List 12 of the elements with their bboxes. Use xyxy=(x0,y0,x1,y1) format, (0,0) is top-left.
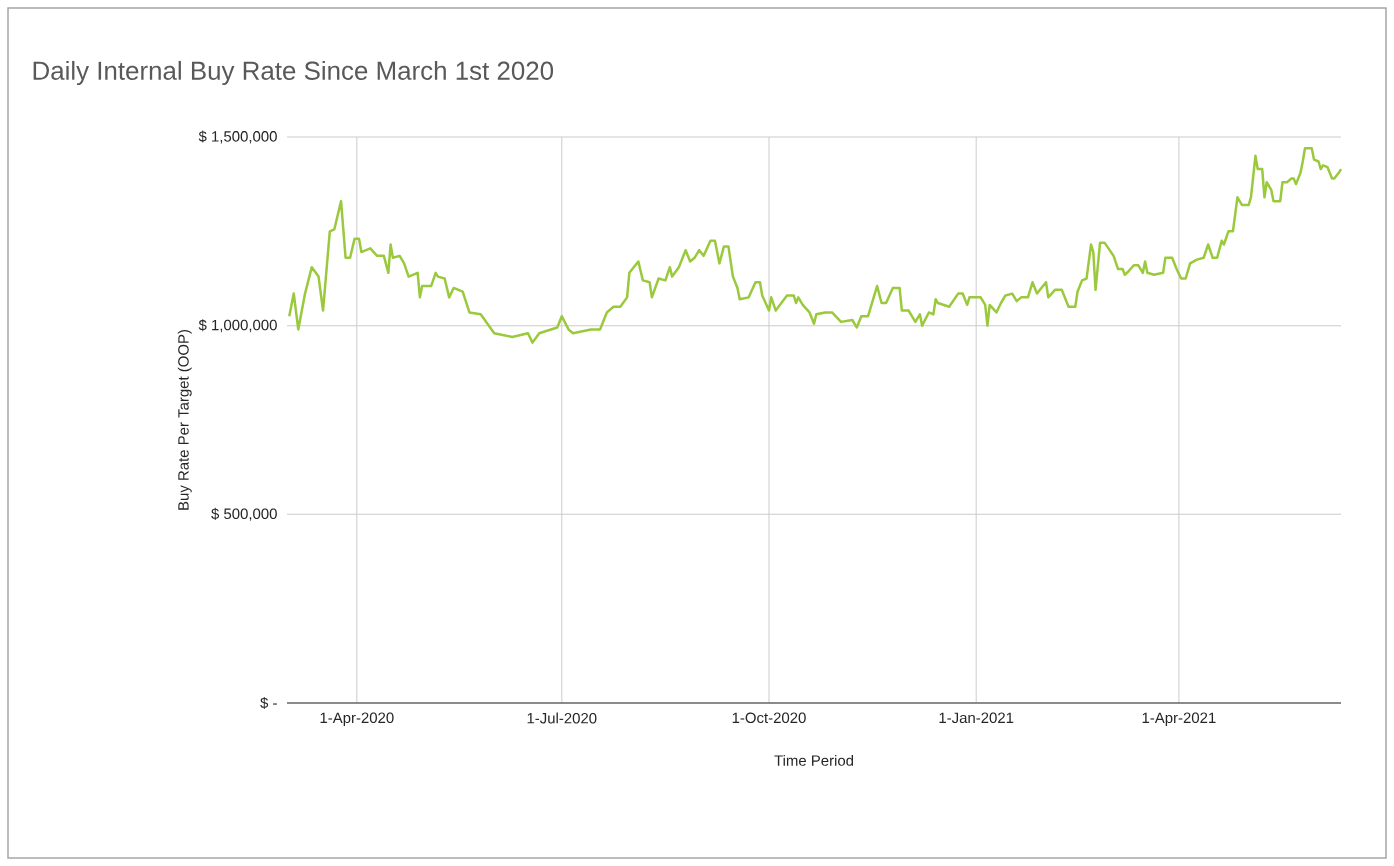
y-tick-label: $ 500,000 xyxy=(211,507,277,521)
y-tick-label: $ 1,500,000 xyxy=(198,130,277,144)
x-tick-label: 1-Jan-2021 xyxy=(939,712,1014,724)
x-tick-label: 1-Apr-2021 xyxy=(1142,712,1216,727)
x-tick-label: 1-Apr-2020 xyxy=(320,712,394,727)
y-tick-label: $ 1,000,000 xyxy=(198,319,277,333)
y-axis-title: Buy Rate Per Target (OOP) xyxy=(177,329,192,510)
x-tick-label: 1-Oct-2020 xyxy=(732,712,806,724)
y-tick-label: $ - xyxy=(260,696,277,710)
x-tick-label: 1-Jul-2020 xyxy=(527,712,597,724)
chart-title: Daily Internal Buy Rate Since March 1st 2020 xyxy=(33,60,554,86)
x-axis-title: Time Period xyxy=(774,754,854,766)
